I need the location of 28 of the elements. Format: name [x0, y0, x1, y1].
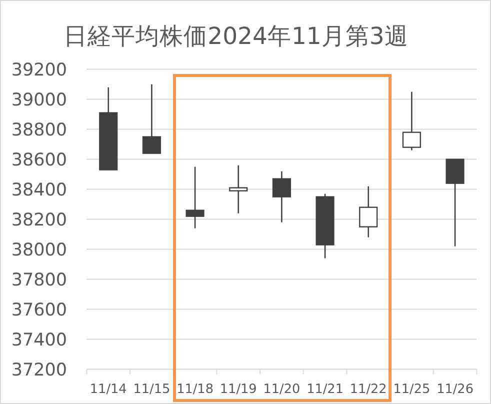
x-tick-label: 11/20: [263, 382, 300, 397]
y-tick-label: 37600: [11, 300, 67, 320]
y-tick-label: 38800: [11, 120, 67, 140]
x-tick-label: 11/18: [176, 382, 214, 397]
x-tick-label: 11/15: [133, 382, 170, 397]
candlestick: [186, 166, 204, 229]
y-tick-label: 37800: [11, 270, 67, 290]
y-tick-label: 37400: [11, 330, 67, 350]
x-tick-label: 11/19: [220, 382, 257, 397]
x-tick-label: 11/25: [393, 382, 430, 397]
x-tick-label: 11/14: [90, 382, 127, 397]
candlestick: [446, 158, 464, 247]
y-tick-label: 37200: [11, 360, 67, 380]
candlestick: [359, 186, 378, 238]
y-tick-label: 38000: [11, 240, 67, 260]
chart-title: 日経平均株価2024年11月第3週: [64, 22, 408, 50]
candlestick: [272, 170, 291, 223]
candlestick: [402, 91, 421, 151]
x-tick-label: 11/22: [350, 382, 387, 397]
candlestick: [142, 84, 161, 154]
y-tick-label: 39000: [11, 90, 67, 110]
y-tick-label: 38200: [11, 210, 67, 230]
candlestick: [229, 164, 248, 214]
x-tick-label: 11/21: [306, 382, 344, 397]
y-tick-label: 38400: [11, 180, 67, 200]
y-tick-label: 39200: [11, 60, 67, 80]
y-tick-label: 38600: [11, 150, 67, 170]
x-tick-label: 11/26: [436, 382, 474, 397]
